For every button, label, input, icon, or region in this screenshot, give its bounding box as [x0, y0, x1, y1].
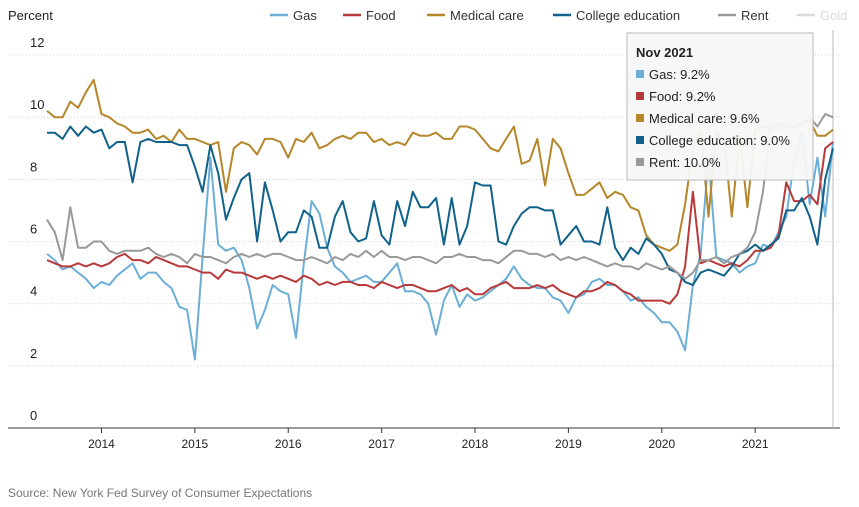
tooltip-item: Gas: 9.2%	[649, 67, 710, 82]
x-tick-label: 2017	[368, 437, 395, 451]
y-axis-label: Percent	[8, 8, 53, 23]
y-tick-label: 2	[30, 346, 37, 361]
tooltip-item: College education: 9.0%	[649, 133, 790, 148]
y-tick-label: 0	[30, 408, 37, 423]
tooltip-title: Nov 2021	[636, 45, 693, 60]
legend-label[interactable]: Food	[366, 8, 396, 23]
x-tick-label: 2014	[88, 437, 115, 451]
legend-label[interactable]: College education	[576, 8, 680, 23]
series-line	[46, 113, 834, 280]
y-tick-label: 12	[30, 35, 44, 50]
tooltip-swatch	[636, 92, 644, 100]
legend-label[interactable]: Rent	[741, 8, 769, 23]
series-line	[46, 141, 834, 305]
tooltip-swatch	[636, 136, 644, 144]
tooltip-swatch	[636, 158, 644, 166]
tooltip-box	[626, 32, 814, 181]
legend-label[interactable]: Gas	[293, 8, 317, 23]
tooltip-item: Food: 9.2%	[649, 89, 716, 104]
source-note: Source: New York Fed Survey of Consumer …	[8, 486, 312, 500]
x-tick-label: 2018	[462, 437, 489, 451]
series-line	[47, 125, 834, 286]
legend-label[interactable]: Medical care	[450, 8, 524, 23]
x-tick-label: 2016	[275, 437, 302, 451]
y-tick-label: 4	[30, 284, 37, 299]
y-tick-label: 10	[30, 97, 44, 112]
y-tick-label: 8	[30, 159, 37, 174]
x-tick-label: 2015	[182, 437, 209, 451]
series-line	[46, 131, 834, 361]
x-tick-label: 2020	[648, 437, 675, 451]
x-tick-label: 2019	[555, 437, 582, 451]
tooltip-item: Medical care: 9.6%	[649, 111, 760, 126]
tooltip-swatch	[636, 70, 644, 78]
tooltip-item: Rent: 10.0%	[649, 155, 721, 170]
legend-label[interactable]: Gold	[820, 8, 847, 23]
y-tick-label: 6	[30, 222, 37, 237]
x-tick-label: 2021	[742, 437, 769, 451]
tooltip-swatch	[636, 114, 644, 122]
